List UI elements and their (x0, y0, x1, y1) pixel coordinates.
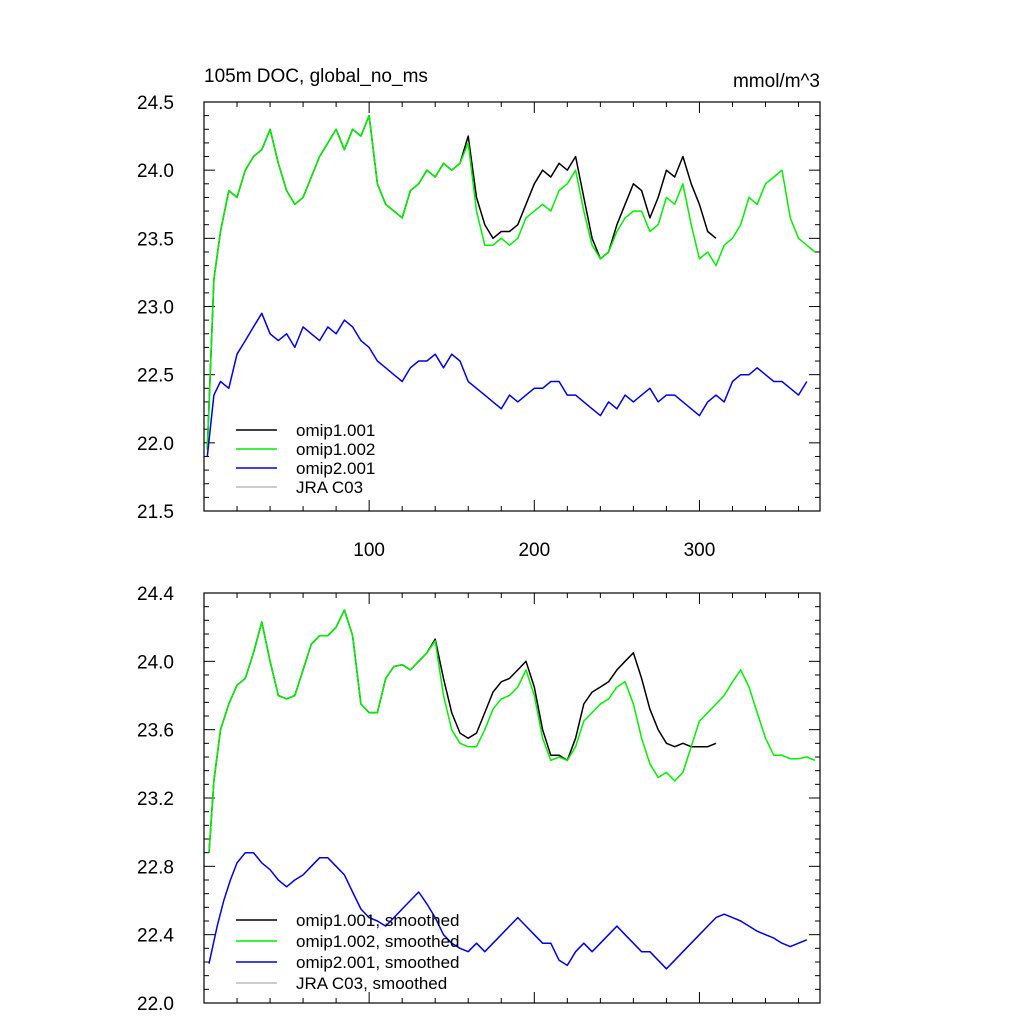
legend-label: omip1.001, smoothed (296, 911, 460, 930)
series-line-bottom-2 (208, 851, 808, 970)
y-tick-label: 24.5 (137, 93, 174, 114)
legend-label: omip2.001, smoothed (296, 953, 460, 972)
series-line-top-1 (206, 114, 816, 450)
y-tick-label: 24.0 (137, 161, 174, 182)
legend-label: JRA C03 (296, 478, 363, 497)
y-tick-label: 22.8 (137, 857, 174, 878)
panel-top: 105m DOC, global_no_ms mmol/m^3 21.5 22.0… (137, 66, 821, 561)
y-tick-label: 22.0 (137, 434, 174, 455)
panel-top-title: 105m DOC, global_no_ms (204, 66, 428, 87)
legend-label: omip2.001 (296, 459, 375, 478)
y-tick-label: 21.5 (137, 502, 174, 523)
series-line-bottom-1 (208, 609, 816, 853)
legend-label: omip1.002, smoothed (296, 932, 460, 951)
panel-top-units: mmol/m^3 (733, 71, 820, 92)
y-tick-label: 23.0 (137, 298, 174, 319)
legend-label: JRA C03, smoothed (296, 974, 447, 993)
x-tick-label: 100 (353, 540, 385, 561)
x-tick-label: 300 (684, 540, 716, 561)
y-tick-label: 22.0 (137, 994, 174, 1015)
y-tick-label: 22.5 (137, 366, 174, 387)
panel-bottom: 22.0 22.4 22.8 23.2 23.6 24.0 24.4 omip1.001, s… (137, 584, 821, 1015)
y-tick-label: 22.4 (137, 926, 174, 947)
x-tick-label: 200 (518, 540, 550, 561)
series-line-top-0 (206, 114, 717, 450)
series-line-top-2 (206, 312, 808, 457)
y-tick-label: 23.6 (137, 721, 174, 742)
y-tick-label: 24.4 (137, 584, 174, 605)
legend-label: omip1.002 (296, 440, 375, 459)
y-tick-label: 23.2 (137, 789, 174, 810)
y-tick-label: 23.5 (137, 229, 174, 250)
y-tick-label: 24.0 (137, 652, 174, 673)
legend-label: omip1.001 (296, 421, 375, 440)
